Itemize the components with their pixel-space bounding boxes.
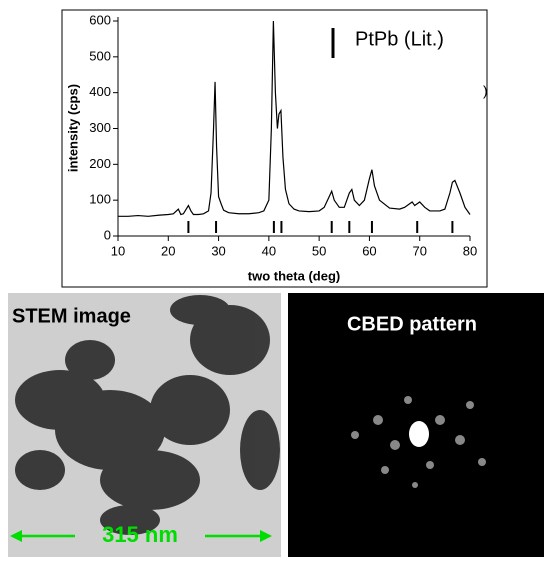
x-tick-label: 40 xyxy=(262,243,276,258)
arrow-head xyxy=(10,530,22,542)
legend-label: PtPb (Lit.) xyxy=(355,28,444,50)
central-beam xyxy=(409,421,429,447)
x-tick-label: 30 xyxy=(211,243,225,258)
y-tick-label: 500 xyxy=(89,48,111,63)
y-tick-label: 600 xyxy=(89,12,111,27)
x-tick-label: 20 xyxy=(161,243,175,258)
particles xyxy=(15,295,280,535)
fragment: ) xyxy=(483,83,488,99)
x-tick-label: 50 xyxy=(312,243,326,258)
stem-panel: STEM image 315 nm xyxy=(8,293,281,557)
y-tick-label: 300 xyxy=(89,120,111,135)
panel-label: STEM image xyxy=(12,305,131,327)
diffraction-spots xyxy=(351,396,486,488)
y-axis-label: intensity (cps) xyxy=(65,84,80,172)
x-tick-label: 80 xyxy=(463,243,477,258)
y-tick-label: 200 xyxy=(89,156,111,171)
scale-label: 315 nm xyxy=(102,522,178,547)
x-axis-label: two theta (deg) xyxy=(248,268,340,283)
y-tick-label: 400 xyxy=(89,84,111,99)
y-tick-label: 0 xyxy=(104,227,111,242)
xrd-line xyxy=(118,20,471,217)
x-tick-label: 10 xyxy=(111,243,125,258)
y-tick-label: 100 xyxy=(89,192,111,207)
x-tick-label: 70 xyxy=(412,243,426,258)
panel-label: CBED pattern xyxy=(347,313,477,335)
x-tick-label: 60 xyxy=(362,243,376,258)
arrow-head xyxy=(260,530,272,542)
cbed-panel: CBED pattern xyxy=(288,293,544,557)
